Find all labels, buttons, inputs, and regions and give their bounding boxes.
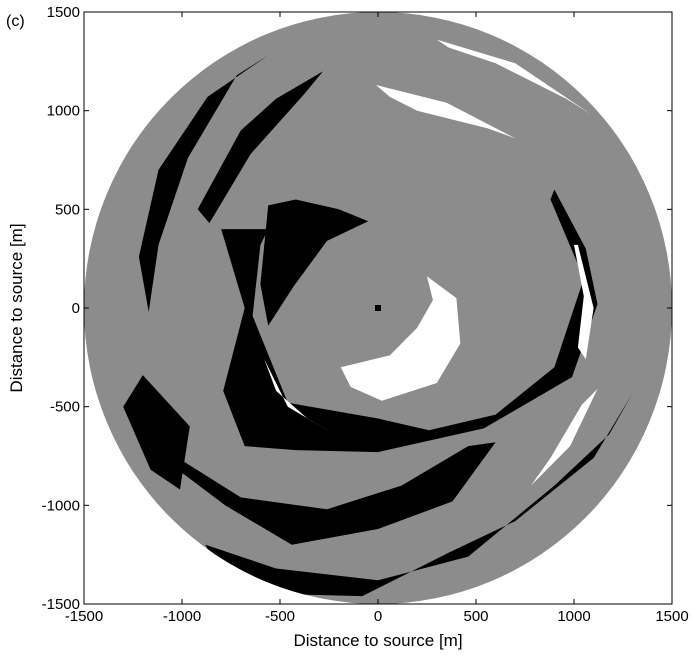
y-axis-label: Distance to source [m]	[7, 223, 26, 392]
black-region-1	[138, 55, 269, 312]
black-region-4	[221, 189, 598, 453]
x-tick-label-4: 500	[463, 608, 488, 625]
white-region-10	[436, 39, 592, 115]
x-tick-label-0: -1500	[65, 608, 103, 625]
axes: -1500 -1000 -500 0 500 1000 1500 -1500 -1000 -500…	[42, 4, 689, 625]
plot-area	[84, 12, 672, 604]
black-region-5	[135, 386, 496, 545]
white-region-8	[340, 276, 461, 401]
x-tick-label-3: 0	[374, 608, 382, 625]
x-tick-label-5: 1000	[557, 608, 590, 625]
x-tick-label-1: -1000	[163, 608, 201, 625]
white-region-11	[574, 244, 594, 360]
panel-label: (c)	[6, 13, 25, 30]
y-tick-label-5: 1000	[47, 103, 80, 120]
y-tick-label-1: -1000	[42, 497, 80, 514]
black-region-7	[123, 375, 190, 490]
y-tick-label-6: 1500	[47, 4, 80, 21]
white-region-9	[376, 85, 516, 139]
white-region-12	[530, 388, 598, 486]
y-tick-label-4: 500	[55, 201, 80, 218]
black-region-3	[260, 199, 369, 326]
black-region-2	[197, 71, 324, 224]
source-marker	[375, 305, 381, 311]
y-tick-label-0: -1500	[42, 596, 80, 613]
y-tick-label-3: 0	[72, 300, 80, 317]
x-tick-label-6: 1500	[655, 608, 688, 625]
x-axis-label: Distance to source [m]	[293, 631, 462, 650]
x-tick-label-2: -500	[265, 608, 295, 625]
y-tick-label-2: -500	[50, 399, 80, 416]
